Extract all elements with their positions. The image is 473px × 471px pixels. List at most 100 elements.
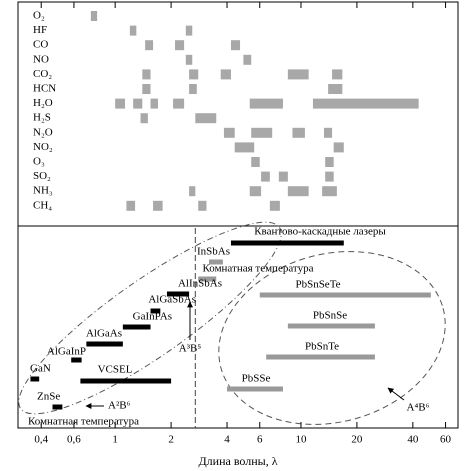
laser-range (266, 354, 375, 360)
laser-range (150, 308, 161, 314)
absorption-band (150, 98, 158, 109)
absorption-band (115, 98, 126, 109)
x-tick-label: 6 (257, 434, 263, 446)
laser-range (122, 324, 151, 330)
absorption-band (90, 11, 98, 21)
gas-label: NO₂ (33, 141, 53, 153)
x-tick-label: 4 (224, 434, 230, 446)
absorption-band (287, 69, 309, 80)
absorption-band (129, 25, 137, 36)
absorption-band (230, 40, 241, 51)
laser-label: ZnSe (37, 391, 60, 403)
absorption-band (322, 186, 337, 197)
gas-label: H₂O (33, 97, 53, 109)
absorption-band (278, 171, 288, 182)
absorption-band (332, 69, 343, 80)
absorption-band (133, 98, 143, 109)
x-tick-label: 1 (112, 434, 118, 446)
group-ellipse (218, 251, 446, 425)
laser-range (30, 376, 40, 382)
absorption-band (251, 127, 273, 138)
gas-label: CH₄ (33, 199, 52, 211)
laser-range (198, 276, 217, 282)
laser-range (71, 357, 82, 363)
absorption-band (243, 54, 252, 65)
absorption-band (185, 54, 193, 65)
gas-label: SO₂ (33, 170, 51, 182)
absorption-band (145, 40, 154, 51)
x-tick-label: 10 (295, 434, 307, 446)
x-tick-label: 0,4 (34, 434, 48, 446)
laser-label: PbSnTe (305, 341, 339, 353)
arrow (387, 387, 405, 401)
absorption-band (269, 200, 280, 211)
laser-range (230, 240, 344, 246)
annotation: A³B⁵ (179, 343, 202, 355)
absorption-band (312, 98, 419, 109)
absorption-band (325, 171, 334, 182)
laser-range (209, 259, 223, 265)
laser-label: PbSnSeTe (295, 279, 340, 291)
absorption-band (126, 200, 136, 211)
x-tick-label: 2 (168, 434, 174, 446)
laser-label: GaInPAs (133, 311, 172, 323)
absorption-band (175, 40, 185, 51)
x-axis-label: Длина волны, λ (198, 454, 277, 468)
absorption-band (142, 84, 151, 94)
absorption-band (249, 186, 262, 197)
absorption-band (189, 186, 196, 197)
gas-label: NH₃ (33, 185, 53, 197)
absorption-band (189, 84, 197, 94)
gas-label: O₃ (33, 156, 45, 168)
gas-label: N₂O (33, 126, 53, 138)
laser-range (259, 292, 431, 298)
laser-label: VCSEL (98, 364, 133, 376)
absorption-band (198, 200, 207, 211)
absorption-band (251, 157, 260, 167)
absorption-band (220, 69, 231, 80)
absorption-band (333, 142, 344, 153)
absorption-band (249, 98, 283, 109)
absorption-band (234, 142, 255, 153)
gas-label: H₂S (33, 112, 51, 124)
absorption-band (325, 157, 334, 167)
group-ellipse (18, 221, 282, 415)
annotation: A²B⁶ (108, 400, 131, 412)
absorption-band (153, 200, 163, 211)
gas-label: NO (33, 53, 49, 65)
laser-range (287, 323, 375, 329)
gas-label: HCN (33, 83, 56, 95)
x-tick-label: 40 (407, 434, 419, 446)
laser-label: PbSSe (242, 373, 271, 385)
absorption-band (189, 69, 199, 80)
laser-range (52, 404, 63, 410)
gas-label: CO₂ (33, 68, 52, 80)
absorption-band (323, 127, 333, 138)
absorption-band (287, 186, 309, 197)
laser-label: Комнатная температура (203, 263, 314, 275)
gas-label: HF (33, 24, 47, 36)
laser-label: GaN (30, 363, 51, 375)
laser-range (80, 378, 172, 384)
laser-label: AlInSbAs (178, 278, 222, 290)
absorption-band (185, 25, 193, 36)
laser-range (227, 386, 283, 392)
annotation: Комнатная температура (28, 416, 139, 428)
laser-label: AlGaSbAs (148, 294, 196, 306)
absorption-band (195, 113, 217, 124)
absorption-band (140, 113, 148, 124)
laser-label: InSbAs (197, 246, 230, 258)
gas-label: O₂ (33, 10, 45, 22)
absorption-band (261, 171, 270, 182)
absorption-band (328, 84, 343, 94)
plot-frame (17, 1, 459, 429)
x-tick-label: 60 (440, 434, 452, 446)
laser-label: Квантово-каскадные лазеры (254, 226, 386, 238)
x-tick-label: 0,6 (67, 434, 81, 446)
gas-label: CO (33, 39, 48, 51)
absorption-band (173, 98, 185, 109)
absorption-band (223, 127, 235, 138)
absorption-band (142, 69, 151, 80)
laser-range (166, 291, 190, 297)
